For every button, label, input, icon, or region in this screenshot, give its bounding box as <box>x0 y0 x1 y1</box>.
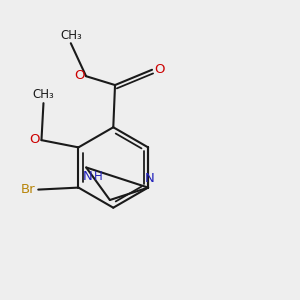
Text: N: N <box>144 172 154 185</box>
Text: Br: Br <box>21 183 36 196</box>
Text: O: O <box>154 63 165 76</box>
Text: O: O <box>29 133 40 146</box>
Text: N: N <box>82 169 92 183</box>
Text: CH₃: CH₃ <box>33 88 54 101</box>
Text: H: H <box>94 170 103 183</box>
Text: O: O <box>74 69 84 82</box>
Text: CH₃: CH₃ <box>60 29 82 42</box>
